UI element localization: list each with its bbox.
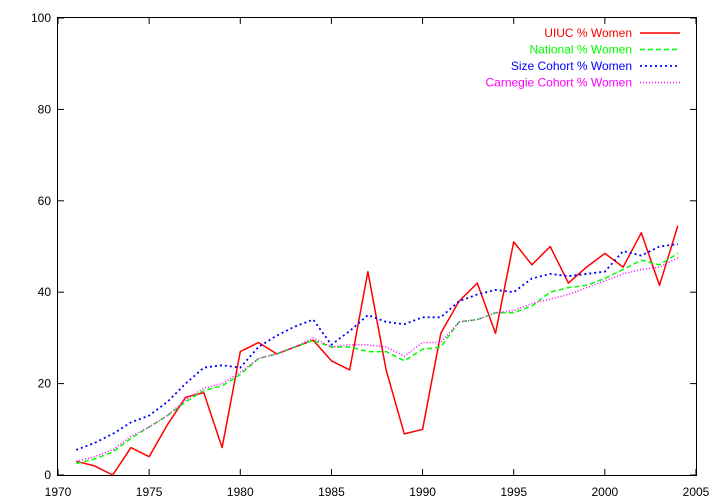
x-tick-label: 1990 xyxy=(409,485,436,499)
x-tick-label: 1980 xyxy=(227,485,254,499)
y-tick-label: 100 xyxy=(31,11,51,25)
y-tick-label: 80 xyxy=(38,102,52,116)
series-lines xyxy=(75,225,679,476)
plot-frame xyxy=(57,17,697,476)
series-line-1 xyxy=(76,252,679,465)
series-line-2 xyxy=(75,243,678,451)
legend-label-0: UIUC % Women xyxy=(544,26,632,40)
series-line-0 xyxy=(76,225,679,476)
x-tick-label: 2000 xyxy=(592,485,619,499)
x-tick-label: 1995 xyxy=(500,485,527,499)
legend: UIUC % Women National % Women Size Cohort … xyxy=(485,26,680,90)
x-tick-label: 2005 xyxy=(683,485,710,499)
series-line-3 xyxy=(76,257,679,463)
x-tick-label: 1975 xyxy=(136,485,163,499)
y-tick-label: 60 xyxy=(38,194,52,208)
y-tick-label: 20 xyxy=(38,377,52,391)
y-tick-label: 40 xyxy=(38,285,52,299)
legend-label-1: National % Women xyxy=(530,43,633,57)
x-tick-label: 1985 xyxy=(318,485,345,499)
legend-label-2: Size Cohort % Women xyxy=(511,59,632,73)
legend-label-3: Carnegie Cohort % Women xyxy=(485,76,632,90)
y-tick-label: 0 xyxy=(44,468,51,482)
axis-ticks: 1970 1975 1980 1985 1990 1995 2000 2005 0 20 40 60 8… xyxy=(31,11,710,499)
x-tick-label: 1970 xyxy=(45,485,72,499)
